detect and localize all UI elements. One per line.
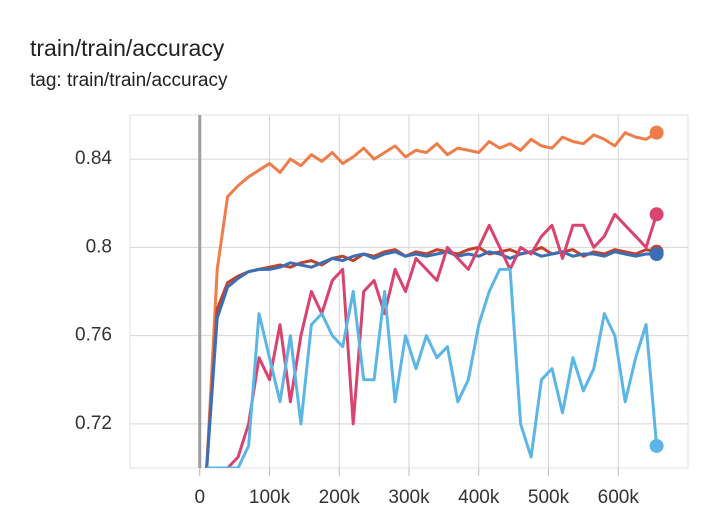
series-line xyxy=(206,212,659,468)
end-point xyxy=(649,438,664,453)
x-tick-label: 200k xyxy=(319,487,361,508)
x-tick-label: 0 xyxy=(194,487,205,508)
x-tick-label: 400k xyxy=(458,487,500,508)
x-tick-label: 500k xyxy=(528,487,570,508)
y-tick-label: 0.84 xyxy=(75,148,112,169)
plot-area xyxy=(205,131,659,468)
x-tick-label: 300k xyxy=(388,487,430,508)
y-tick-label: 0.72 xyxy=(75,413,112,434)
end-point xyxy=(649,246,664,261)
y-tick-label: 0.76 xyxy=(75,325,112,346)
x-tick-label: 100k xyxy=(249,487,291,508)
series-line xyxy=(205,250,657,468)
chart-title: train/train/accuracy xyxy=(30,35,225,61)
series-line xyxy=(205,131,658,468)
end-point xyxy=(649,207,664,222)
x-tick-label: 600k xyxy=(598,487,640,508)
end-point xyxy=(649,125,664,140)
series-line xyxy=(206,267,659,468)
chart-subtitle: tag: train/train/accuracy xyxy=(30,70,228,91)
y-tick-label: 0.8 xyxy=(86,236,112,257)
